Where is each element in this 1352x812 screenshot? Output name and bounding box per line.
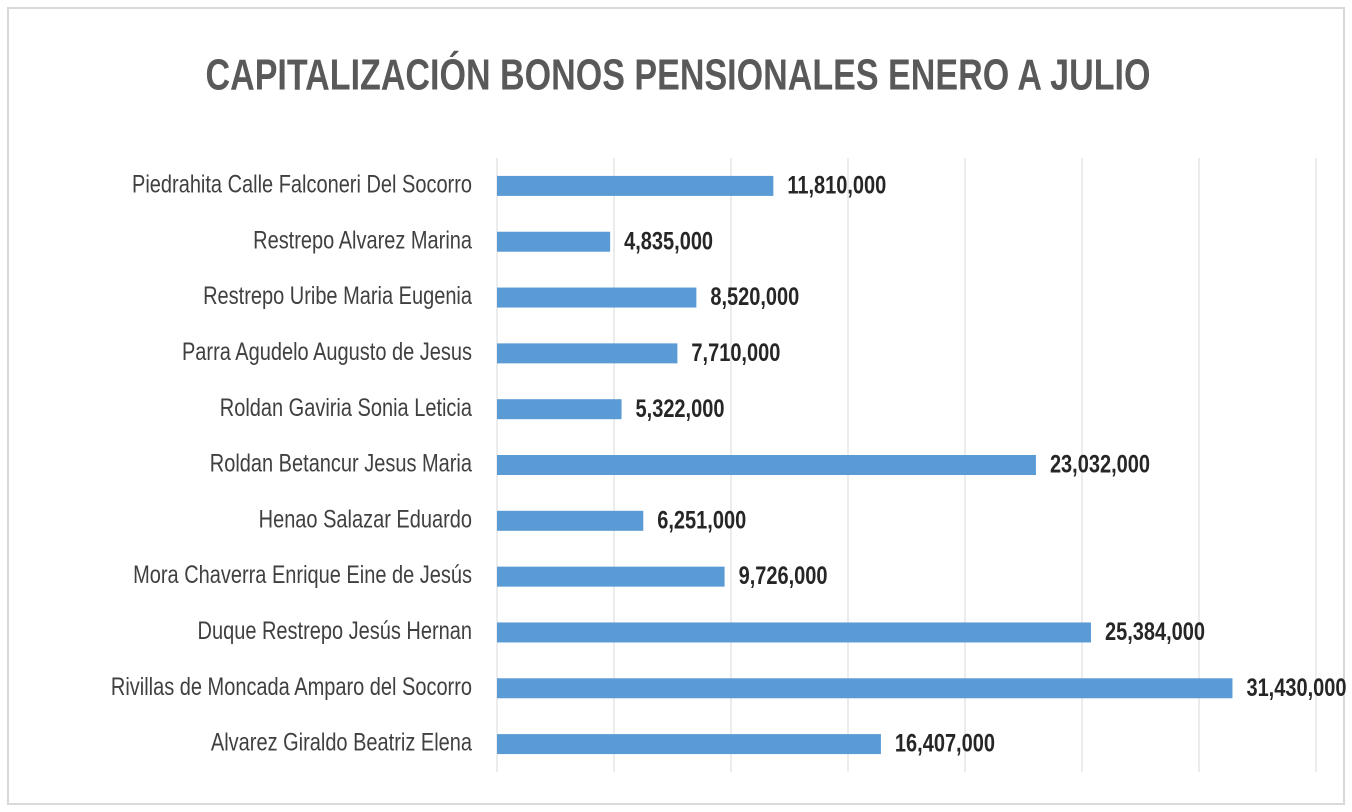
bar xyxy=(497,343,678,364)
value-label: 4,835,000 xyxy=(624,227,713,255)
labels: Piedrahita Calle Falconeri Del Socorro 11… xyxy=(111,170,1347,757)
category-label: Duque Restrepo Jesús Hernan xyxy=(198,617,472,645)
value-label: 6,251,000 xyxy=(657,506,746,534)
category-label: Restrepo Uribe Maria Eugenia xyxy=(203,282,472,310)
bar xyxy=(497,510,644,531)
chart-frame xyxy=(7,7,1345,805)
value-label: 23,032,000 xyxy=(1050,451,1150,479)
bar xyxy=(497,455,1036,475)
value-label: 11,810,000 xyxy=(787,171,886,199)
value-label: 16,407,000 xyxy=(895,730,995,758)
category-label: Parra Agudelo Augusto de Jesus xyxy=(182,338,472,366)
value-label: 5,322,000 xyxy=(636,395,725,423)
bar xyxy=(497,287,697,308)
category-label: Henao Salazar Eduardo xyxy=(259,505,472,533)
bar xyxy=(497,231,611,252)
category-label: Roldan Gaviria Sonia Leticia xyxy=(220,394,473,422)
bar xyxy=(497,622,1091,643)
category-label: Piedrahita Calle Falconeri Del Socorro xyxy=(132,170,472,198)
value-label: 31,430,000 xyxy=(1246,674,1346,702)
value-label: 7,710,000 xyxy=(691,339,780,367)
bar xyxy=(497,399,622,420)
value-label: 25,384,000 xyxy=(1105,618,1205,646)
category-label: Alvarez Giraldo Beatriz Elena xyxy=(211,729,472,757)
category-label: Roldan Betancur Jesus Maria xyxy=(210,450,473,478)
bar xyxy=(497,734,881,755)
value-label: 9,726,000 xyxy=(739,562,828,590)
chart-title: CAPITALIZACIÓN BONOS PENSIONALES ENERO A… xyxy=(206,50,1151,100)
category-label: Mora Chaverra Enrique Eine de Jesús xyxy=(133,561,472,589)
bar xyxy=(497,566,725,587)
category-label: Rivillas de Moncada Amparo del Socorro xyxy=(111,673,472,701)
category-label: Restrepo Alvarez Marina xyxy=(253,226,472,254)
bar xyxy=(497,175,774,196)
value-label: 8,520,000 xyxy=(710,283,799,311)
bar xyxy=(497,678,1233,699)
